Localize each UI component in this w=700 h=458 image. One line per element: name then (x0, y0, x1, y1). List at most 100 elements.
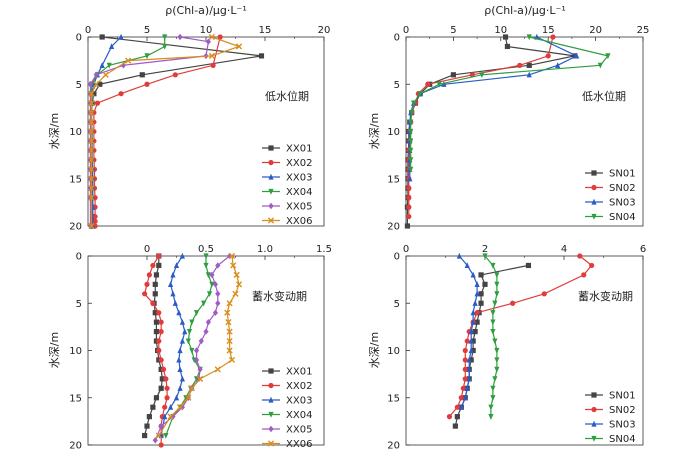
legend-swatch-marker (591, 198, 597, 205)
data-point-sn03 (574, 52, 580, 59)
data-point-xx03 (179, 337, 185, 344)
data-point-sn04 (494, 291, 500, 297)
data-point-sn02 (474, 310, 480, 316)
top-axis-title-right: ρ(Chl-a)/μg·L⁻¹ (484, 4, 566, 17)
panel-b-low-water: 0 5 10 15 20 25 0 5 10 15 20 低水位期 SN01 SN02 SN03 SN04 (387, 25, 649, 233)
legend-label-sn02: SN02 (609, 405, 636, 416)
data-point-xx03 (179, 252, 185, 259)
y-tick-label: 5 (76, 299, 82, 310)
data-point-sn04 (417, 91, 423, 97)
legend-label-sn03: SN03 (609, 198, 636, 209)
x-tick-label: 0 (403, 244, 409, 255)
data-point-sn01 (478, 291, 484, 297)
data-point-xx06 (167, 413, 174, 420)
data-point-xx02 (146, 272, 152, 278)
data-point-sn02 (577, 253, 583, 259)
data-point-xx03 (179, 318, 185, 325)
data-point-sn03 (464, 385, 470, 391)
data-point-sn03 (468, 328, 474, 335)
data-point-sn04 (490, 395, 496, 401)
data-point-xx05 (87, 175, 93, 182)
legend-swatch-marker (268, 173, 274, 180)
data-point-xx05 (152, 437, 158, 444)
series-line-sn01 (406, 36, 575, 226)
y-tick-label: 20 (69, 441, 82, 452)
data-point-xx06 (226, 328, 233, 335)
legend-swatch-marker (591, 170, 597, 176)
legend-swatch-marker (268, 396, 274, 403)
data-point-xx05 (87, 128, 93, 135)
legend: SN01 SN02 SN03 SN04 (585, 169, 636, 223)
data-point-sn02 (458, 395, 464, 401)
data-point-xx02 (150, 262, 156, 269)
data-point-sn04 (488, 404, 494, 411)
x-tick-label: 0 (144, 244, 150, 255)
data-point-xx06 (88, 109, 95, 116)
data-point-xx02 (150, 300, 156, 306)
data-point-xx06 (233, 271, 240, 278)
data-point-sn02 (454, 404, 460, 410)
data-point-xx02 (144, 281, 150, 287)
data-point-xx01 (99, 34, 105, 40)
data-point-xx02 (92, 218, 98, 224)
x-tick-label: 4 (561, 244, 567, 255)
data-point-xx04 (201, 300, 207, 307)
data-point-sn03 (472, 300, 478, 306)
x-tick-label: 15 (542, 25, 555, 36)
data-point-xx04 (185, 338, 191, 345)
data-point-sn04 (490, 310, 496, 316)
data-point-sn01 (470, 347, 476, 354)
data-point-xx05 (87, 118, 93, 126)
y-tick-label: 15 (387, 174, 400, 185)
data-point-xx02 (210, 62, 216, 68)
data-point-sn04 (490, 385, 496, 392)
legend-label-xx03: XX03 (286, 396, 312, 407)
data-point-sn03 (458, 404, 464, 410)
data-point-xx01 (153, 272, 160, 278)
data-point-xx02 (217, 34, 223, 40)
data-point-xx05 (215, 290, 221, 297)
data-point-sn02 (462, 366, 468, 372)
panel-d-storage-change: 0 2 4 6 0 5 10 15 20 蓄水变动期 SN01 SN02 SN03 SN04 (387, 244, 646, 452)
data-point-sn02 (462, 347, 468, 354)
data-point-sn04 (494, 281, 500, 288)
x-tick-label: 20 (589, 25, 602, 36)
data-point-xx01 (152, 281, 158, 287)
legend-swatch-marker (268, 411, 274, 418)
data-point-xx06 (225, 319, 232, 326)
data-point-xx03 (162, 413, 168, 420)
data-point-xx06 (208, 52, 215, 59)
data-point-xx04 (162, 43, 168, 50)
y-axis-title-c: 水深/m (48, 332, 61, 368)
data-point-xx02 (172, 72, 178, 78)
data-point-sn04 (526, 34, 532, 41)
data-point-sn04 (410, 100, 417, 107)
data-point-xx01 (150, 404, 156, 410)
data-point-xx03 (170, 271, 176, 278)
data-point-sn03 (470, 271, 476, 278)
data-point-xx02 (158, 442, 164, 448)
data-point-sn04 (597, 62, 603, 69)
legend-label-sn04: SN04 (609, 434, 636, 445)
y-axis-title-d: 水深/m (368, 332, 381, 368)
data-point-xx06 (208, 33, 215, 41)
data-point-xx04 (189, 347, 195, 354)
data-point-sn04 (492, 376, 498, 383)
data-point-xx02 (92, 213, 98, 220)
data-point-sn04 (490, 329, 496, 335)
data-point-xx06 (185, 394, 192, 401)
x-tick-label: 10 (494, 25, 507, 36)
data-point-xx03 (176, 356, 182, 363)
data-point-xx01 (142, 432, 148, 439)
data-point-sn04 (494, 357, 500, 364)
data-point-sn02 (462, 357, 468, 363)
y-axis-title-a: 水深/m (48, 113, 61, 149)
data-point-xx06 (176, 404, 184, 411)
data-point-sn04 (436, 81, 442, 88)
legend-label-xx04: XX04 (286, 187, 312, 198)
data-point-xx05 (158, 422, 164, 430)
x-tick-label: 0.5 (198, 244, 214, 255)
data-point-xx02 (158, 329, 164, 335)
legend: XX01 XX02 XX03 XX04 XX05 XX06 (262, 144, 312, 227)
data-point-xx02 (164, 395, 170, 401)
